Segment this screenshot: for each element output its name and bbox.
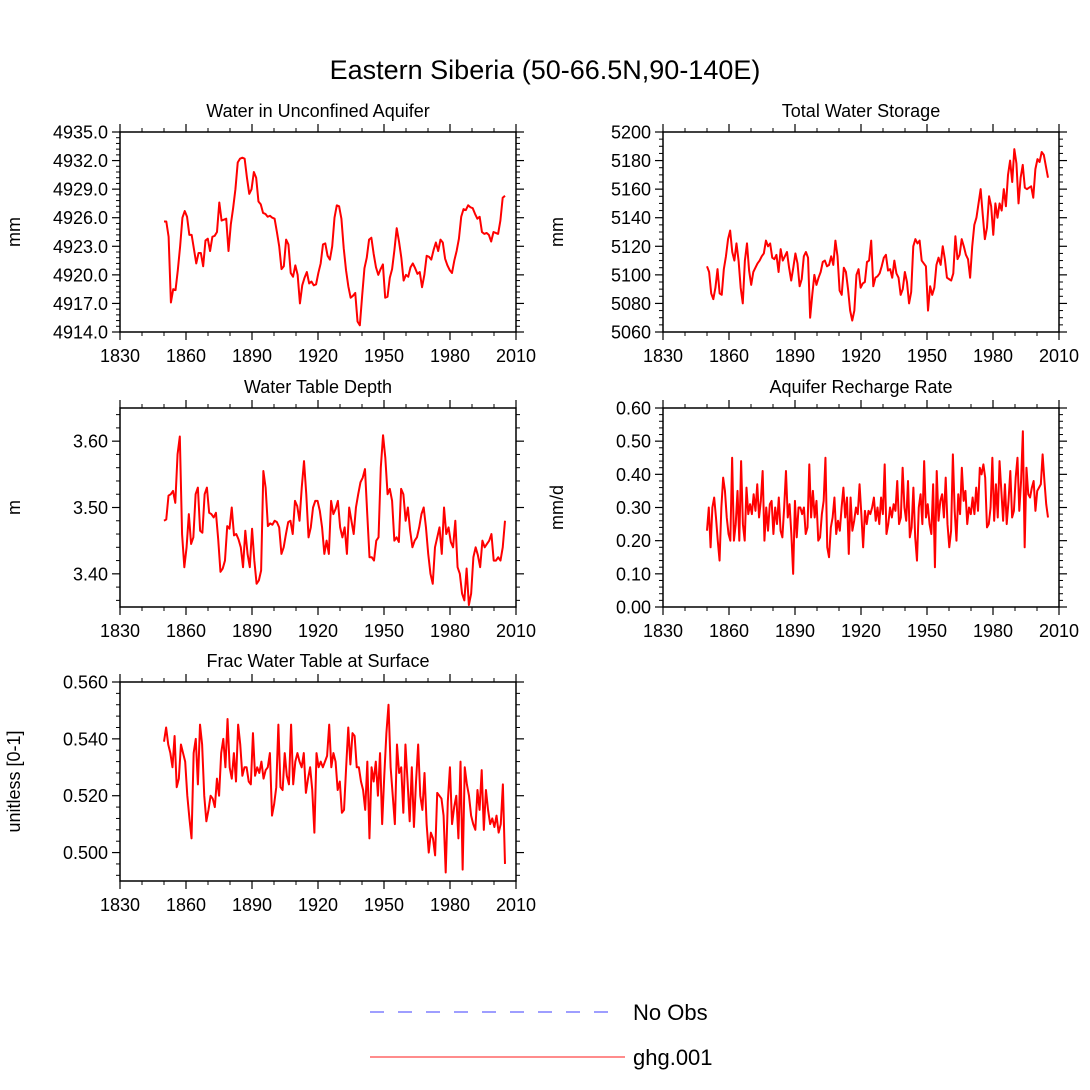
- x-tick-label: 1830: [643, 621, 683, 641]
- series-line-ghg.001: [163, 703, 506, 874]
- y-tick-label: 5140: [611, 208, 651, 228]
- x-tick-label: 1980: [973, 346, 1013, 366]
- panel-title: Water Table Depth: [244, 377, 392, 397]
- x-tick-label: 2010: [496, 621, 536, 641]
- panel-2: Total Water Storage mm 1830 1860 1890 1920 195…: [547, 101, 1079, 366]
- panel-title: Frac Water Table at Surface: [206, 651, 429, 671]
- y-tick-label: 5180: [611, 151, 651, 171]
- x-tick-label: 1860: [709, 346, 749, 366]
- y-tick-label: 0.540: [63, 729, 108, 749]
- panel-4: Aquifer Recharge Rate mm/d 1830 1860 1890 192…: [547, 377, 1079, 641]
- x-tick-label: 1980: [430, 895, 470, 915]
- x-tick-label: 1860: [166, 346, 206, 366]
- x-tick-label: 1980: [430, 621, 470, 641]
- x-tick-label: 1830: [100, 621, 140, 641]
- panel-title: Total Water Storage: [782, 101, 940, 121]
- x-tick-label: 1920: [298, 895, 338, 915]
- y-tick-label: 0.60: [616, 399, 651, 419]
- y-tick-label: 0.560: [63, 673, 108, 693]
- y-tick-label: 0.520: [63, 786, 108, 806]
- panel-title: Aquifer Recharge Rate: [769, 377, 952, 397]
- x-tick-label: 1950: [907, 621, 947, 641]
- x-tick-label: 1950: [907, 346, 947, 366]
- y-tick-label: 0.00: [616, 598, 651, 618]
- x-tick-label: 1980: [430, 346, 470, 366]
- panel-1: Water in Unconfined Aquifer mm 1830 1860 189…: [4, 101, 536, 366]
- y-axis-label: mm/d: [547, 485, 567, 530]
- y-axis-label: mm: [4, 217, 24, 247]
- x-tick-label: 1830: [100, 895, 140, 915]
- x-tick-label: 1890: [232, 346, 272, 366]
- y-tick-label: 4923.0: [53, 237, 108, 257]
- x-tick-label: 1890: [775, 346, 815, 366]
- y-tick-label: 4929.0: [53, 180, 108, 200]
- figure-title: Eastern Siberia (50-66.5N,90-140E): [330, 55, 761, 85]
- y-tick-label: 5120: [611, 237, 651, 257]
- x-tick-label: 2010: [496, 346, 536, 366]
- y-tick-label: 3.40: [73, 564, 108, 584]
- y-tick-label: 5080: [611, 294, 651, 314]
- x-tick-label: 1890: [775, 621, 815, 641]
- x-tick-label: 1920: [298, 346, 338, 366]
- legend: No Obs ghg.001: [370, 1000, 713, 1070]
- x-tick-label: 1830: [100, 346, 140, 366]
- legend-label-ghg: ghg.001: [633, 1045, 713, 1070]
- y-tick-label: 3.50: [73, 498, 108, 518]
- x-tick-label: 1920: [841, 346, 881, 366]
- x-tick-label: 2010: [1039, 346, 1079, 366]
- series-line-ghg.001: [706, 430, 1049, 575]
- panel-3: Water Table Depth m 1830 1860 1890 1920 1950 19…: [4, 377, 536, 641]
- panel-5: Frac Water Table at Surface unitless [0-1…: [4, 651, 536, 915]
- x-tick-label: 1890: [232, 621, 272, 641]
- x-tick-label: 1920: [298, 621, 338, 641]
- x-tick-label: 1920: [841, 621, 881, 641]
- y-tick-label: 5200: [611, 123, 651, 143]
- panel-title: Water in Unconfined Aquifer: [206, 101, 429, 121]
- panels: Water in Unconfined Aquifer mm 1830 1860 189…: [4, 101, 1079, 915]
- x-tick-label: 1860: [709, 621, 749, 641]
- y-tick-label: 0.50: [616, 432, 651, 452]
- series-line-ghg.001: [163, 434, 506, 607]
- y-tick-label: 5160: [611, 180, 651, 200]
- y-tick-label: 0.10: [616, 564, 651, 584]
- y-tick-label: 4935.0: [53, 123, 108, 143]
- y-tick-label: 0.40: [616, 465, 651, 485]
- y-tick-label: 0.20: [616, 531, 651, 551]
- y-tick-label: 4917.0: [53, 294, 108, 314]
- y-tick-label: 4926.0: [53, 208, 108, 228]
- series-line-ghg.001: [706, 148, 1049, 322]
- x-tick-label: 2010: [496, 895, 536, 915]
- y-tick-label: 5060: [611, 323, 651, 343]
- x-tick-label: 1860: [166, 621, 206, 641]
- legend-label-no-obs: No Obs: [633, 1000, 708, 1025]
- x-tick-label: 1980: [973, 621, 1013, 641]
- x-tick-label: 1950: [364, 346, 404, 366]
- x-tick-label: 1950: [364, 621, 404, 641]
- series-line-ghg.001: [164, 156, 506, 327]
- x-tick-label: 2010: [1039, 621, 1079, 641]
- x-tick-label: 1890: [232, 895, 272, 915]
- y-tick-label: 0.30: [616, 498, 651, 518]
- y-axis-label: unitless [0-1]: [4, 730, 24, 832]
- x-tick-label: 1860: [166, 895, 206, 915]
- y-axis-label: m: [4, 500, 24, 515]
- y-axis-label: mm: [547, 217, 567, 247]
- y-tick-label: 5100: [611, 265, 651, 285]
- y-tick-label: 3.60: [73, 432, 108, 452]
- y-tick-label: 4914.0: [53, 323, 108, 343]
- y-tick-label: 4920.0: [53, 265, 108, 285]
- y-tick-label: 0.500: [63, 843, 108, 863]
- y-tick-label: 4932.0: [53, 151, 108, 171]
- x-tick-label: 1830: [643, 346, 683, 366]
- x-tick-label: 1950: [364, 895, 404, 915]
